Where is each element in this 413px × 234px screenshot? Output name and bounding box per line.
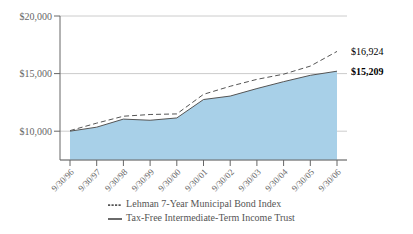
- svg-text:9/30/00: 9/30/00: [156, 167, 183, 194]
- svg-text:$10,000: $10,000: [20, 126, 53, 137]
- svg-text:$15,209: $15,209: [351, 66, 384, 77]
- svg-text:$20,000: $20,000: [20, 11, 53, 22]
- svg-text:$16,924: $16,924: [351, 46, 384, 57]
- html-text:Tax-Free Intermediate-Term Inc: Tax-Free Intermediate-Term Income Trust: [126, 212, 295, 224]
- svg-text:9/30/03: 9/30/03: [236, 167, 263, 194]
- svg-text:9/30/96: 9/30/96: [49, 167, 76, 194]
- svg-text:9/30/98: 9/30/98: [103, 167, 130, 194]
- svg-text:9/30/05: 9/30/05: [290, 167, 317, 194]
- svg-text:9/30/04: 9/30/04: [263, 167, 290, 194]
- html-text:Lehman 7-Year Municipal Bond I: Lehman 7-Year Municipal Bond Index: [126, 198, 282, 210]
- svg-text:9/30/06: 9/30/06: [316, 167, 343, 194]
- svg-text:9/30/97: 9/30/97: [76, 167, 103, 194]
- svg-text:9/30/02: 9/30/02: [210, 167, 237, 194]
- svg-text:9/30/01: 9/30/01: [183, 167, 210, 194]
- svg-text:$15,000: $15,000: [20, 68, 53, 79]
- svg-text:9/30/99: 9/30/99: [130, 167, 157, 194]
